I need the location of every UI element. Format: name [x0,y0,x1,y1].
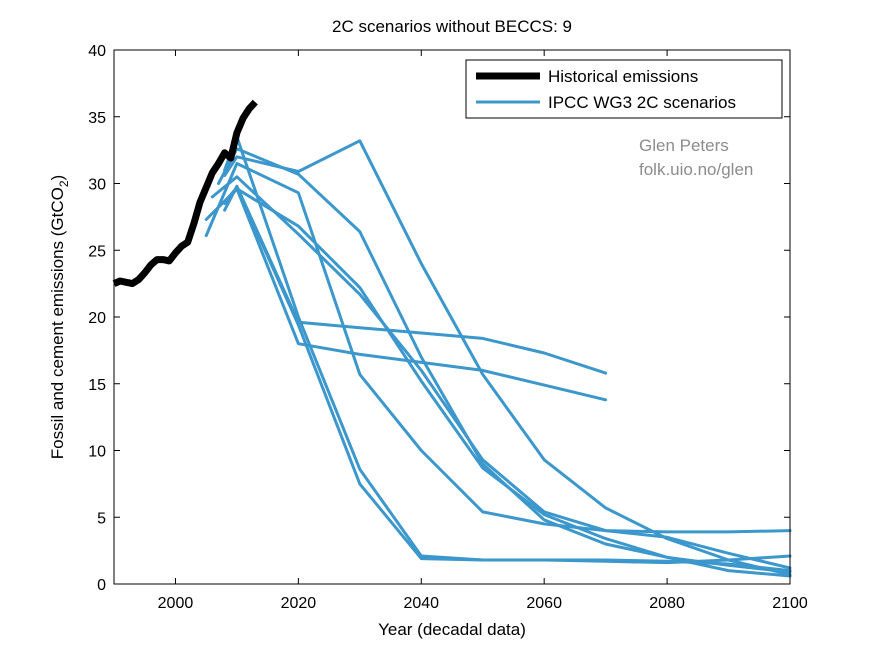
historical-layer [112,99,258,288]
y-axis-label-close: ) [48,175,67,181]
series-layer [204,135,792,578]
y-tick-label: 40 [88,43,106,60]
legend-box [465,59,783,119]
scenario-line-5 [223,139,792,577]
scenario-line-9 [223,187,608,402]
y-axis-label-subscript: 2 [57,180,71,187]
plot-area: 2000 2020 2040 2060 2080 2100 0 5 10 15 20 25 30 35 40 [88,43,808,612]
y-tick-label: 5 [97,510,106,527]
y-tick-label: 10 [88,444,106,461]
legend-label-scenarios: IPCC WG3 2C scenarios [548,93,736,112]
scenario-line-3 [210,175,792,570]
scenario-line-8 [223,184,608,375]
x-axis-label: Year (decadal data) [378,620,526,639]
historical-line [112,99,258,288]
scenario-line-1 [204,162,792,534]
x-tick-label: 2080 [649,595,685,612]
y-axis-label-main: Fossil and cement emissions (GtCO [48,187,67,459]
y-tick-label: 25 [88,243,106,260]
y-tick-label: 35 [88,110,106,127]
x-tick-label: 2060 [526,595,562,612]
x-tick-label: 2040 [403,595,439,612]
credit-name: Glen Peters [639,136,729,155]
credit-url: folk.uio.no/glen [639,160,753,179]
x-tick-label: 2020 [281,595,317,612]
x-tick-label: 2000 [158,595,194,612]
y-tick-label: 20 [88,310,106,327]
tick-layer: 2000 2020 2040 2060 2080 2100 0 5 10 15 20 25 30 35 40 [88,43,808,612]
legend: Historical emissions IPCC WG3 2C scenari… [465,59,783,119]
y-tick-label: 15 [88,377,106,394]
y-tick-label: 0 [97,577,106,594]
x-tick-label: 2100 [772,595,808,612]
y-tick-label: 30 [88,177,106,194]
legend-label-historical: Historical emissions [548,67,698,86]
y-axis-label: Fossil and cement emissions (GtCO2) [48,175,71,459]
chart-title: 2C scenarios without BECCS: 9 [332,17,572,36]
